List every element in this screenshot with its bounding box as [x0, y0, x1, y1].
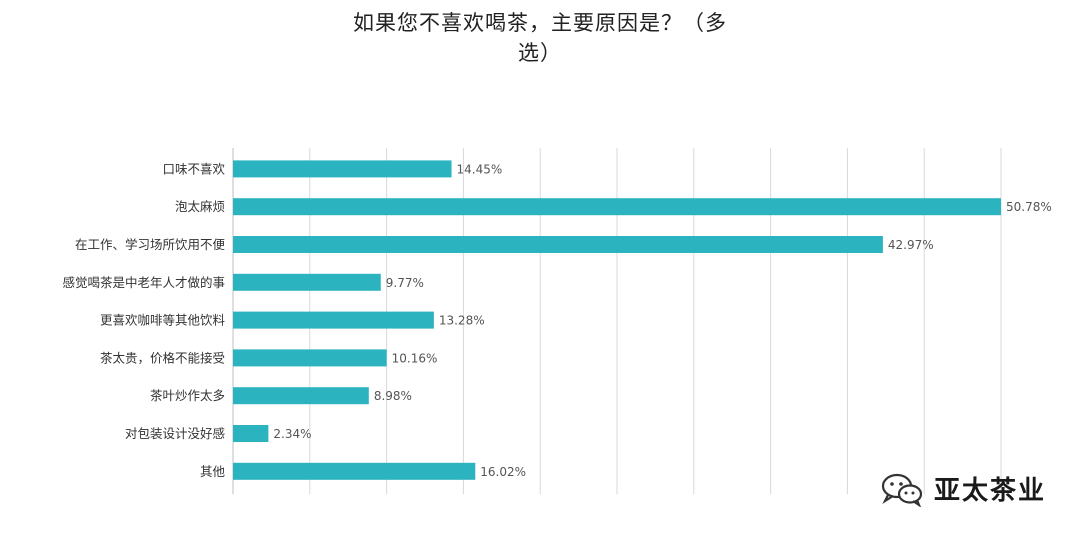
bar-6: [233, 387, 369, 405]
watermark: 亚太茶业: [880, 470, 1046, 507]
value-label: 14.45%: [457, 162, 503, 176]
chart-title-line-1: 如果您不喜欢喝茶，主要原因是？（多: [353, 11, 727, 35]
value-label: 9.77%: [386, 276, 424, 290]
category-labels: 口味不喜欢泡太麻烦在工作、学习场所饮用不便感觉喝茶是中老年人才做的事更喜欢咖啡等…: [62, 161, 225, 478]
bar-8: [233, 462, 476, 480]
value-label: 10.16%: [392, 351, 438, 365]
bar-7: [233, 425, 269, 442]
value-label: 2.34%: [273, 427, 311, 441]
chart-title: 如果您不喜欢喝茶，主要原因是？（多 选）: [330, 8, 750, 68]
category-label: 其他: [200, 464, 226, 479]
bar-1: [233, 198, 1001, 216]
bar-5: [233, 349, 387, 367]
category-label: 泡太麻烦: [175, 199, 225, 214]
category-label: 茶叶炒作太多: [150, 388, 225, 403]
category-label: 口味不喜欢: [162, 161, 225, 176]
bar-2: [233, 236, 883, 253]
category-label: 茶太贵，价格不能接受: [100, 350, 225, 365]
bar-4: [233, 311, 434, 329]
bar-0: [233, 160, 452, 178]
wechat-icon: [881, 473, 923, 507]
category-label: 感觉喝茶是中老年人才做的事: [62, 275, 225, 290]
category-label: 对包装设计没好感: [125, 426, 225, 441]
value-label: 16.02%: [480, 465, 526, 479]
chart-title-line-2: 选）: [518, 41, 562, 65]
value-label: 42.97%: [888, 238, 934, 252]
category-label: 更喜欢咖啡等其他饮料: [100, 313, 226, 328]
value-labels: 14.45% 50.78% 42.97% 9.77% 13.28% 10.16% 8.98%…: [273, 162, 1051, 478]
value-label: 13.28%: [439, 314, 485, 328]
value-label: 8.98%: [374, 389, 412, 403]
watermark-text: 亚太茶业: [934, 476, 1047, 506]
bar-3: [233, 273, 381, 291]
category-label: 在工作、学习场所饮用不便: [75, 237, 226, 252]
bars: [233, 160, 1001, 480]
value-label: 50.78%: [1006, 200, 1052, 214]
